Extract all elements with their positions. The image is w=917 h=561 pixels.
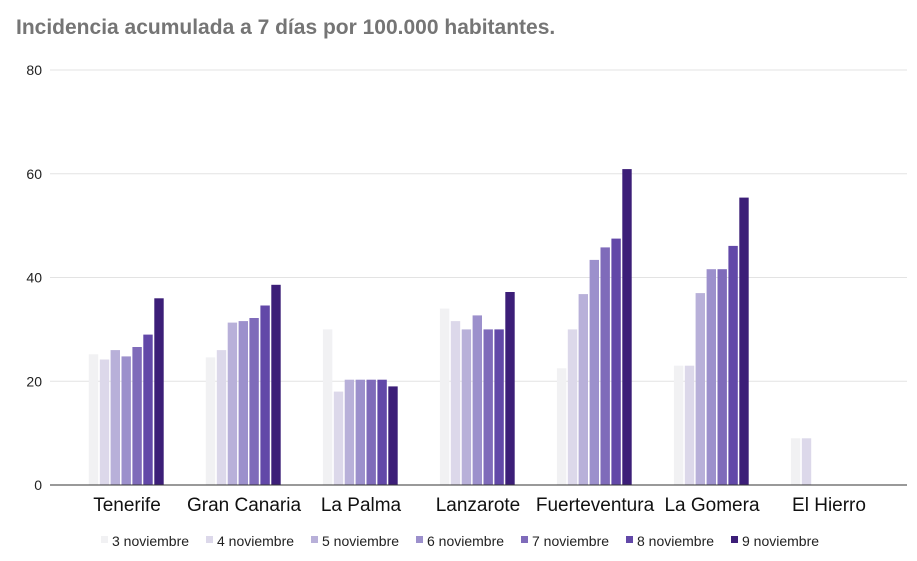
bar[interactable]: [344, 379, 355, 485]
y-tick-label: 0: [34, 477, 42, 493]
legend-item[interactable]: 6 noviembre: [416, 533, 504, 549]
legend-item[interactable]: 5 noviembre: [311, 533, 399, 549]
legend-swatch: [206, 536, 213, 543]
legend-swatch: [101, 536, 108, 543]
y-axis-tick-labels: 0 20 40 60 80: [26, 62, 42, 493]
legend-label: 6 noviembre: [427, 533, 504, 549]
legend[interactable]: 3 noviembre 4 noviembre 5 noviembre 6 novie…: [101, 533, 819, 549]
legend-label: 8 noviembre: [637, 533, 714, 549]
legend-swatch: [521, 536, 528, 543]
bar[interactable]: [717, 269, 727, 485]
bar[interactable]: [249, 318, 259, 485]
legend-item[interactable]: 7 noviembre: [521, 533, 609, 549]
bar[interactable]: [556, 368, 567, 485]
x-category-label: El Hierro: [792, 495, 866, 516]
bar[interactable]: [472, 315, 482, 485]
bar[interactable]: [801, 438, 812, 485]
x-category-label: Fuerteventura: [536, 495, 655, 516]
bar[interactable]: [388, 386, 398, 485]
y-tick-label: 40: [26, 270, 42, 286]
bar[interactable]: [567, 329, 578, 485]
bars: [88, 169, 812, 486]
legend-item[interactable]: 8 noviembre: [626, 533, 714, 549]
bar[interactable]: [227, 322, 238, 485]
bar[interactable]: [706, 269, 716, 485]
legend-item[interactable]: 4 noviembre: [206, 533, 294, 549]
bar[interactable]: [154, 298, 164, 486]
x-category-label: Tenerife: [93, 495, 161, 516]
bar[interactable]: [505, 292, 515, 485]
bar[interactable]: [695, 293, 705, 485]
x-category-label: La Gomera: [664, 495, 759, 516]
bar[interactable]: [132, 347, 142, 485]
bar[interactable]: [110, 350, 120, 485]
y-tick-label: 80: [26, 62, 42, 78]
bar[interactable]: [238, 321, 248, 485]
legend-label: 4 noviembre: [217, 533, 294, 549]
bar[interactable]: [377, 379, 387, 485]
bar[interactable]: [728, 245, 738, 485]
bar[interactable]: [205, 357, 216, 485]
bar[interactable]: [494, 329, 504, 485]
bar[interactable]: [143, 334, 153, 485]
legend-label: 7 noviembre: [532, 533, 609, 549]
y-tick-label: 60: [26, 166, 42, 182]
bar[interactable]: [483, 329, 493, 485]
bar[interactable]: [450, 321, 461, 485]
bar[interactable]: [461, 329, 472, 485]
legend-label: 3 noviembre: [112, 533, 189, 549]
legend-swatch: [416, 536, 423, 543]
bar[interactable]: [355, 379, 365, 485]
bar[interactable]: [88, 354, 99, 485]
bar[interactable]: [684, 365, 695, 485]
legend-swatch: [311, 536, 318, 543]
bar[interactable]: [121, 356, 131, 485]
bar[interactable]: [622, 169, 632, 485]
bar[interactable]: [739, 197, 749, 485]
bar[interactable]: [366, 379, 376, 485]
bar[interactable]: [260, 305, 270, 486]
legend-label: 5 noviembre: [322, 533, 399, 549]
x-axis-category-labels: Tenerife Gran Canaria La Palma Lanzarote Fue…: [93, 495, 866, 516]
bar[interactable]: [611, 238, 621, 485]
bar[interactable]: [216, 350, 227, 485]
y-tick-label: 20: [26, 373, 42, 389]
bar[interactable]: [322, 329, 333, 485]
legend-label: 9 noviembre: [742, 533, 819, 549]
x-category-label: Lanzarote: [436, 495, 521, 516]
legend-item[interactable]: 3 noviembre: [101, 533, 189, 549]
bar[interactable]: [589, 259, 599, 485]
bar[interactable]: [271, 284, 281, 485]
legend-swatch: [731, 536, 738, 543]
legend-swatch: [626, 536, 633, 543]
bar[interactable]: [578, 294, 588, 485]
chart-title: Incidencia acumulada a 7 días por 100.00…: [16, 16, 556, 39]
x-category-label: La Palma: [321, 495, 402, 516]
legend-item[interactable]: 9 noviembre: [731, 533, 819, 549]
bar[interactable]: [673, 365, 684, 485]
bar[interactable]: [439, 308, 450, 485]
bar[interactable]: [600, 247, 610, 485]
bar[interactable]: [333, 391, 344, 485]
x-category-label: Gran Canaria: [187, 495, 301, 516]
bar[interactable]: [790, 438, 801, 485]
bar[interactable]: [99, 359, 110, 486]
